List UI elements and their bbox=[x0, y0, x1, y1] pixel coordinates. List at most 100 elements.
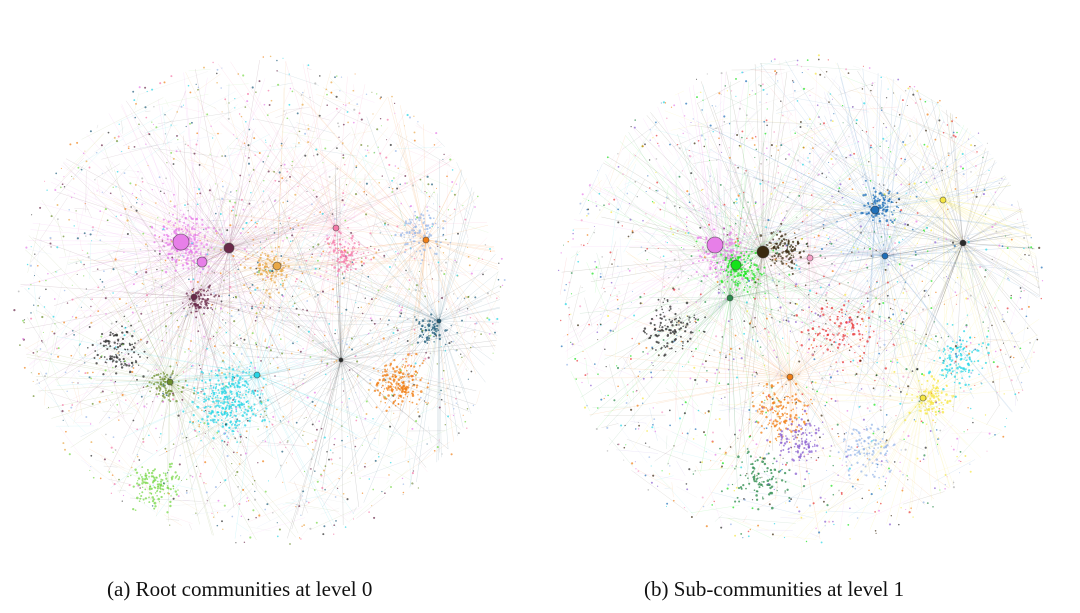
node bbox=[367, 275, 370, 278]
node bbox=[56, 246, 59, 249]
edge bbox=[332, 430, 380, 450]
edge bbox=[77, 310, 96, 312]
edge bbox=[84, 143, 106, 164]
edge bbox=[274, 239, 427, 264]
edge bbox=[736, 257, 811, 274]
node bbox=[61, 410, 64, 413]
node bbox=[418, 322, 421, 325]
edge bbox=[120, 105, 138, 140]
node bbox=[184, 143, 187, 146]
edge bbox=[714, 112, 792, 246]
node bbox=[28, 288, 30, 290]
edge bbox=[276, 89, 305, 267]
node bbox=[123, 172, 126, 175]
node bbox=[367, 332, 370, 335]
edge bbox=[197, 229, 212, 237]
node bbox=[268, 345, 271, 349]
node bbox=[136, 496, 139, 500]
node bbox=[109, 355, 112, 358]
edge bbox=[169, 381, 276, 460]
node bbox=[384, 379, 387, 381]
edge bbox=[43, 313, 52, 318]
edge bbox=[234, 265, 278, 385]
edge bbox=[735, 264, 782, 365]
edge bbox=[340, 339, 497, 361]
edge bbox=[269, 211, 289, 225]
edge bbox=[416, 320, 440, 483]
node bbox=[240, 379, 242, 381]
node bbox=[418, 290, 420, 292]
node bbox=[265, 238, 268, 240]
edge bbox=[118, 381, 171, 494]
node bbox=[192, 420, 195, 423]
node bbox=[41, 341, 44, 344]
node bbox=[371, 505, 373, 507]
node bbox=[306, 300, 309, 302]
node bbox=[302, 378, 304, 380]
node bbox=[217, 430, 220, 433]
edge bbox=[258, 441, 307, 447]
node bbox=[201, 409, 203, 412]
node bbox=[403, 236, 405, 238]
edge bbox=[118, 310, 171, 383]
node bbox=[280, 273, 283, 276]
edge bbox=[169, 181, 180, 383]
node bbox=[383, 388, 386, 390]
node bbox=[53, 332, 56, 335]
edge bbox=[809, 251, 938, 259]
node bbox=[101, 288, 104, 291]
node bbox=[474, 296, 477, 299]
node bbox=[264, 440, 267, 443]
node bbox=[314, 439, 317, 442]
node bbox=[248, 371, 251, 374]
node bbox=[249, 417, 252, 419]
node bbox=[361, 257, 363, 259]
edge bbox=[46, 241, 182, 246]
edge bbox=[277, 216, 293, 222]
node bbox=[379, 232, 381, 234]
node bbox=[496, 297, 498, 299]
edge bbox=[290, 145, 337, 229]
node bbox=[221, 425, 225, 428]
node bbox=[257, 271, 260, 274]
node bbox=[172, 497, 175, 500]
edge bbox=[445, 170, 449, 236]
edge bbox=[224, 94, 246, 105]
edge bbox=[809, 257, 976, 351]
node bbox=[360, 260, 363, 263]
node bbox=[411, 394, 415, 398]
edge bbox=[589, 183, 716, 246]
node bbox=[108, 471, 111, 473]
node bbox=[307, 330, 310, 333]
node bbox=[52, 315, 55, 318]
edge bbox=[228, 247, 362, 270]
node bbox=[262, 386, 265, 389]
node bbox=[38, 280, 41, 283]
node bbox=[43, 306, 46, 308]
edge bbox=[256, 374, 385, 427]
node bbox=[104, 297, 107, 300]
node bbox=[141, 177, 144, 180]
node bbox=[214, 387, 217, 390]
node bbox=[164, 242, 166, 244]
node bbox=[274, 179, 277, 182]
node bbox=[462, 204, 464, 206]
hub-node bbox=[332, 224, 340, 232]
edge bbox=[201, 261, 314, 362]
node bbox=[206, 289, 209, 292]
node bbox=[424, 318, 426, 320]
node bbox=[239, 435, 242, 438]
edge bbox=[429, 225, 442, 275]
node bbox=[134, 509, 137, 512]
node bbox=[427, 231, 429, 233]
edge bbox=[451, 304, 463, 319]
edge bbox=[256, 374, 355, 434]
edge bbox=[319, 176, 337, 229]
edge bbox=[169, 361, 259, 383]
edge bbox=[335, 184, 377, 229]
edge bbox=[193, 194, 340, 298]
node bbox=[306, 396, 309, 399]
node bbox=[338, 261, 341, 264]
node bbox=[258, 306, 260, 309]
node bbox=[50, 353, 52, 356]
